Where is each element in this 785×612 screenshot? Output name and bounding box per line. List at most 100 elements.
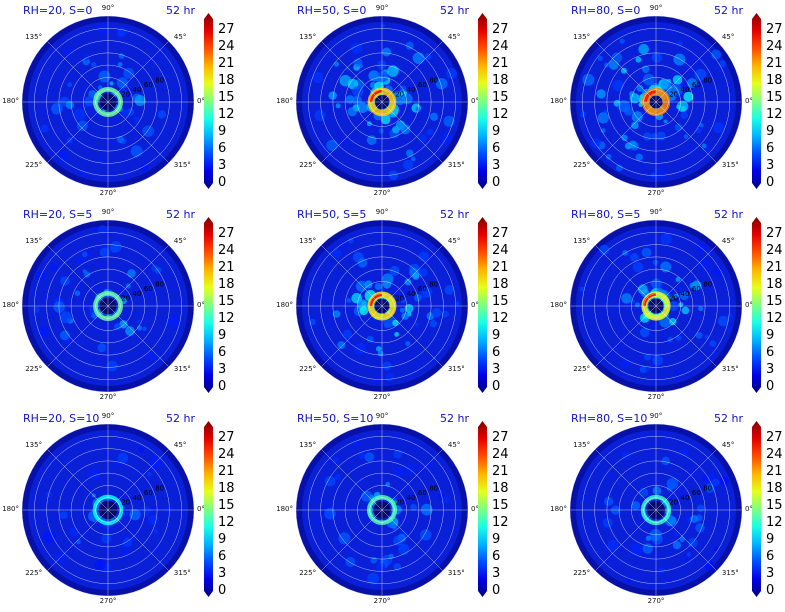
rain-cell	[377, 350, 384, 357]
radial-tick-label: 60	[144, 489, 153, 497]
rain-cell	[38, 326, 49, 337]
angle-label: 0°	[471, 97, 479, 105]
radial-tick-label: 80	[703, 280, 712, 288]
rain-cell	[422, 287, 433, 298]
angular-gridline	[321, 41, 383, 103]
panel-time: 52 hr	[714, 412, 743, 425]
rain-cell	[403, 159, 414, 171]
angle-label: 90°	[649, 208, 663, 216]
rain-cell	[400, 124, 411, 135]
colorbar-tick-label: 3	[766, 362, 775, 378]
colorbar	[204, 13, 213, 189]
angle-label: 45°	[447, 441, 461, 450]
colorbar-tick-label: 12	[766, 107, 783, 123]
rain-cell	[40, 124, 49, 133]
rain-cell	[367, 572, 379, 585]
rain-cell	[380, 114, 391, 125]
rain-cell	[59, 330, 70, 341]
angle-label: 180°	[2, 301, 19, 309]
colorbar-tick-label: 6	[218, 345, 227, 361]
colorbar-tick-label: 12	[492, 311, 509, 327]
rain-cell	[676, 40, 683, 47]
rain-cell	[640, 327, 650, 338]
radial-tick-label: 80	[155, 280, 164, 288]
rain-cell	[389, 265, 400, 276]
angle-label: 90°	[649, 4, 663, 12]
rain-cell	[431, 307, 442, 318]
rain-cell	[357, 102, 368, 114]
colorbar-tick-label: 24	[766, 447, 783, 463]
rain-cell	[335, 103, 341, 109]
angular-gridline	[107, 245, 169, 307]
angle-label: 90°	[101, 4, 115, 12]
rain-cell	[147, 472, 152, 477]
colorbar-tick-label: 27	[766, 22, 783, 38]
rain-cell	[711, 49, 722, 60]
colorbar-tick-label: 9	[218, 532, 227, 548]
panel-title: RH=20, S=10	[23, 412, 100, 425]
rain-cell	[672, 75, 683, 85]
colorbar-tick-label: 21	[218, 464, 235, 480]
polar-panel-1: RH=20, S=0 52 hr 20 40 60 80 90° 45° 0° 315° 270° 2…	[2, 0, 237, 200]
radial-tick-label: 80	[703, 484, 712, 492]
colorbar-tick-label: 18	[766, 481, 783, 497]
colorbar-tick-label: 6	[492, 549, 501, 565]
angular-gridline	[321, 101, 383, 163]
angle-label: 0°	[745, 301, 753, 309]
rain-cell	[309, 318, 316, 326]
colorbar-tick-label: 21	[492, 464, 509, 480]
radial-tick-label: 40	[407, 494, 416, 502]
angular-gridline	[655, 41, 717, 103]
rain-cell	[361, 490, 373, 502]
rain-cell	[148, 351, 159, 361]
colorbar-tick-label: 18	[766, 277, 783, 293]
rain-cell	[43, 531, 56, 543]
polar-panel-5: RH=50, S=5 52 hr 20 40 60 80 90° 45° 0° 315° 270° 2…	[276, 204, 511, 404]
rain-cell	[659, 567, 666, 574]
colorbar-tick-label: 27	[218, 430, 235, 446]
rain-cell	[345, 557, 356, 567]
rain-cell	[406, 149, 414, 158]
rain-cell	[333, 456, 339, 463]
angle-label: 0°	[471, 505, 479, 513]
rain-cell	[696, 504, 705, 513]
angular-gridline	[381, 305, 443, 367]
colorbar-tick-label: 18	[218, 73, 235, 89]
rain-cell	[149, 456, 161, 468]
rain-cell	[412, 52, 425, 64]
rain-cell	[167, 315, 180, 327]
rain-cell	[142, 326, 147, 331]
angle-label: 0°	[745, 505, 753, 513]
colorbar-gradient	[204, 217, 213, 393]
rain-cell	[136, 319, 141, 324]
rain-cell	[699, 123, 704, 128]
angular-gridline	[381, 245, 443, 307]
rain-cell	[401, 298, 406, 304]
rain-cell	[632, 261, 644, 273]
rain-cell	[635, 153, 643, 161]
rain-cell	[348, 237, 354, 244]
rain-cell	[660, 233, 672, 245]
rain-cell	[351, 42, 363, 54]
radial-tick-label: 20	[121, 295, 130, 303]
rain-cell	[394, 332, 399, 337]
angular-gridline	[381, 449, 443, 511]
rain-cell	[116, 135, 124, 144]
rain-cell	[643, 132, 652, 141]
angle-label: 315°	[447, 160, 465, 169]
radial-tick-label: 20	[395, 499, 404, 507]
colorbar-tick-label: 24	[492, 243, 509, 259]
rain-cell	[385, 481, 390, 487]
rain-cell	[65, 339, 71, 345]
rain-cell	[683, 134, 689, 139]
angle-label: 225°	[25, 364, 43, 373]
rain-cell	[673, 531, 679, 537]
angle-label: 270°	[99, 189, 117, 197]
radial-tick-label: 80	[703, 76, 712, 84]
rain-cell	[642, 543, 653, 554]
panel-time: 52 hr	[440, 412, 469, 425]
rain-cell	[347, 107, 357, 117]
rain-cell	[414, 322, 419, 327]
angle-label: 135°	[573, 33, 591, 42]
radial-tick-label: 20	[121, 499, 130, 507]
